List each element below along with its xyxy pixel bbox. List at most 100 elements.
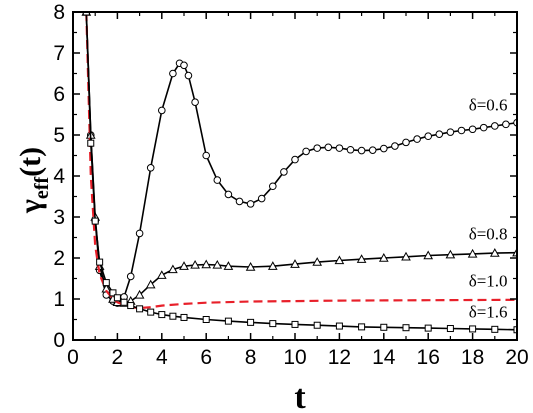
data-point-triangle — [401, 251, 411, 261]
data-point-circle — [169, 69, 177, 78]
data-point-triangle — [212, 259, 223, 269]
annotation-layer: δ=0.6 δ=0.8 δ=1.0 δ=1.6 — [469, 95, 508, 321]
data-point-square — [147, 308, 155, 316]
x-tick-label: 10 — [283, 346, 306, 369]
x-tick-label: 6 — [200, 346, 212, 369]
data-point-triangle — [145, 279, 156, 289]
data-point-circle — [302, 147, 310, 156]
data-point-circle — [457, 126, 466, 135]
data-point-circle — [158, 106, 166, 115]
data-point-circle — [435, 130, 444, 138]
data-point-square — [120, 298, 128, 306]
series-line — [85, 12, 517, 310]
data-point-circle — [368, 146, 377, 154]
x-tick-label: 16 — [417, 346, 440, 369]
data-point-square — [158, 311, 166, 319]
data-point-triangle — [290, 259, 300, 268]
data-point-square — [424, 324, 432, 332]
data-point-square — [180, 313, 188, 321]
data-point-circle — [235, 197, 244, 206]
y-tick-label: 4 — [53, 165, 65, 188]
data-point-square — [269, 320, 277, 328]
data-point-square — [491, 325, 499, 333]
data-point-triangle — [179, 261, 189, 270]
y-axis-title-argument: (t) — [14, 147, 47, 177]
x-tick-label: 18 — [461, 346, 484, 369]
data-point-circle — [491, 122, 499, 130]
data-point-circle — [291, 155, 299, 164]
data-point-triangle — [201, 259, 212, 269]
data-point-square — [169, 312, 177, 320]
data-point-triangle — [190, 259, 200, 269]
series-annotation: δ=0.6 — [469, 95, 508, 114]
data-point-circle — [224, 190, 233, 199]
data-point-triangle — [312, 257, 323, 266]
data-point-circle — [324, 143, 333, 152]
y-tick-label: 6 — [53, 83, 65, 106]
data-point-square — [102, 279, 110, 287]
y-tick-label: 8 — [53, 1, 65, 24]
x-tick-label: 14 — [372, 346, 396, 369]
series-line — [85, 12, 517, 304]
data-point-triangle — [156, 270, 167, 279]
data-point-square — [313, 321, 321, 329]
x-tick-label: 8 — [245, 346, 257, 369]
data-point-square — [247, 318, 255, 326]
data-point-circle — [502, 120, 510, 129]
y-tick-label: 2 — [53, 247, 65, 270]
data-point-circle — [335, 144, 344, 152]
data-point-circle — [184, 71, 193, 80]
data-point-square — [96, 258, 104, 266]
data-point-square — [91, 217, 99, 225]
data-point-circle — [391, 142, 399, 150]
data-point-circle — [402, 138, 410, 147]
y-tick-label: 0 — [53, 329, 65, 352]
data-point-circle — [413, 135, 421, 143]
data-point-triangle — [223, 261, 234, 270]
data-point-triangle — [378, 252, 389, 262]
data-point-square — [113, 294, 121, 302]
data-point-circle — [213, 176, 222, 184]
data-point-square — [513, 326, 517, 334]
x-tick-label: 2 — [112, 346, 124, 369]
data-point-circle — [468, 125, 477, 134]
data-point-circle — [126, 272, 135, 281]
data-point-triangle — [356, 254, 367, 263]
data-point-triangle — [334, 255, 345, 265]
data-point-circle — [313, 144, 322, 152]
data-point-triangle — [168, 264, 178, 274]
y-axis-title-subscript: eff — [31, 177, 53, 200]
data-point-circle — [357, 146, 366, 155]
y-tick-label: 1 — [53, 288, 65, 311]
data-point-square — [469, 325, 477, 333]
x-tick-label: 20 — [505, 346, 528, 369]
data-point-square — [446, 325, 454, 333]
data-point-circle — [246, 200, 255, 208]
data-point-circle — [191, 98, 199, 106]
data-point-circle — [269, 182, 277, 191]
data-point-circle — [280, 168, 288, 176]
data-point-square — [380, 323, 388, 331]
data-point-circle — [202, 151, 210, 160]
data-point-circle — [380, 144, 388, 153]
series-layer — [81, 12, 517, 334]
data-point-square — [358, 323, 366, 331]
data-point-square — [127, 302, 135, 310]
data-point-square — [402, 324, 410, 332]
data-point-circle — [424, 132, 433, 141]
y-tick-label: 3 — [53, 206, 65, 229]
y-axis-title-symbol: γ — [14, 199, 47, 214]
data-point-square — [82, 12, 90, 16]
series-annotation: δ=1.6 — [469, 302, 508, 321]
data-point-circle — [479, 123, 488, 132]
data-point-triangle — [489, 248, 500, 257]
data-point-triangle — [467, 248, 478, 258]
x-tick-label: 12 — [328, 346, 351, 369]
x-axis-title: t — [294, 379, 306, 413]
data-point-square — [109, 289, 117, 297]
data-point-square — [224, 317, 232, 325]
data-point-circle — [135, 229, 144, 238]
series-annotation: δ=1.0 — [469, 272, 508, 291]
